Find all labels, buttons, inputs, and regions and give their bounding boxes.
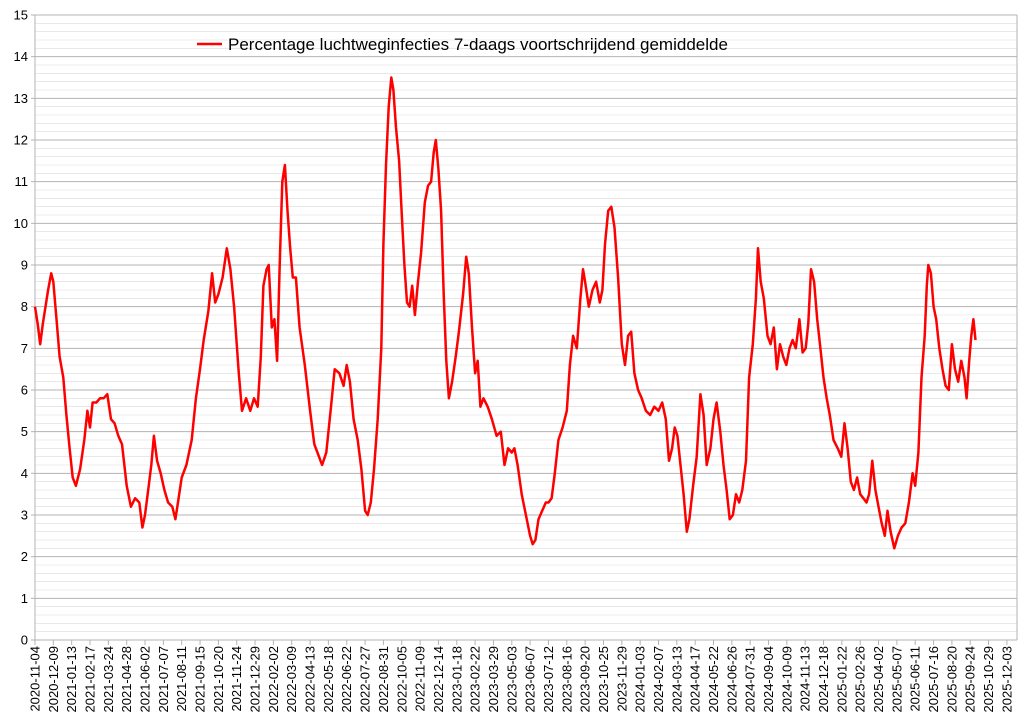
x-tick-label: 2025-07-16 — [926, 646, 941, 713]
x-tick-label: 2025-08-20 — [944, 646, 959, 713]
y-tick-label: 8 — [21, 299, 28, 314]
x-tick-label: 2024-01-03 — [633, 646, 648, 713]
y-tick-label: 15 — [14, 8, 28, 23]
minor-gridlines — [35, 23, 1017, 632]
x-tick-label: 2020-12-09 — [46, 646, 61, 713]
x-tick-label: 2024-12-18 — [816, 646, 831, 713]
x-tick-label: 2024-03-13 — [669, 646, 684, 713]
x-tick-label: 2024-07-31 — [743, 646, 758, 713]
x-tick-label: 2023-10-25 — [596, 646, 611, 713]
series-line — [33, 76, 977, 550]
y-tick-label: 13 — [14, 91, 28, 106]
x-tick-label: 2023-08-16 — [559, 646, 574, 713]
x-tick-label: 2022-06-22 — [339, 646, 354, 713]
x-tick-label: 2024-06-26 — [724, 646, 739, 713]
x-tick-label: 2024-10-09 — [779, 646, 794, 713]
x-tick-label: 2021-02-17 — [83, 646, 98, 713]
x-tick-label: 2023-11-29 — [614, 646, 629, 712]
x-tick-label: 2025-09-24 — [963, 646, 978, 713]
x-tick-label: 2023-03-29 — [486, 646, 501, 713]
x-tick-label: 2021-08-11 — [174, 646, 189, 712]
x-tick-label: 2024-05-22 — [706, 646, 721, 713]
x-tick-label: 2020-11-04 — [28, 646, 43, 712]
x-tick-label: 2022-10-05 — [394, 646, 409, 713]
x-tick-label: 2022-05-18 — [321, 646, 336, 713]
x-tick-label: 2022-02-02 — [266, 646, 281, 713]
x-tick-label: 2023-09-20 — [578, 646, 593, 713]
x-tick-label: 2021-07-07 — [156, 646, 171, 713]
y-tick-label: 2 — [21, 549, 28, 564]
x-tick-label: 2023-01-18 — [449, 646, 464, 713]
x-tick-label: 2025-02-26 — [853, 646, 868, 713]
y-tick-label: 6 — [21, 383, 28, 398]
x-tick-label: 2022-04-13 — [303, 646, 318, 713]
x-tick-label: 2025-06-11 — [908, 646, 923, 712]
x-tick-label: 2025-05-07 — [889, 646, 904, 713]
x-tick-label: 2024-04-17 — [688, 646, 703, 713]
y-tick-label: 14 — [14, 49, 28, 64]
x-tick-label: 2023-07-12 — [541, 646, 556, 713]
x-tick-label: 2021-09-15 — [193, 646, 208, 713]
x-tick-label: 2022-11-09 — [413, 646, 428, 712]
x-axis-tick-labels: 2020-11-04 2020-12-09 2021-01-13 2021-02-17… — [28, 646, 1015, 713]
y-tick-label: 12 — [14, 133, 28, 148]
x-tick-label: 2025-12-03 — [999, 646, 1014, 713]
x-tick-label: 2025-10-29 — [981, 646, 996, 713]
x-tick-label: 2022-08-31 — [376, 646, 391, 713]
y-tick-label: 0 — [21, 633, 28, 648]
x-tick-label: 2023-02-22 — [468, 646, 483, 713]
y-tick-label: 7 — [21, 341, 28, 356]
y-tick-label: 9 — [21, 258, 28, 273]
y-tick-label: 4 — [21, 466, 28, 481]
axes — [34, 15, 1018, 645]
x-tick-label: 2025-01-22 — [834, 646, 849, 713]
x-tick-label: 2021-12-29 — [248, 646, 263, 713]
x-tick-label: 2023-06-07 — [523, 646, 538, 713]
x-tick-label: 2024-09-04 — [761, 646, 776, 713]
x-tick-label: 2021-01-13 — [64, 646, 79, 713]
x-tick-label: 2022-07-27 — [358, 646, 373, 713]
x-tick-label: 2025-04-02 — [871, 646, 886, 713]
legend: Percentage luchtweginfecties 7-daags voo… — [197, 35, 728, 54]
x-tick-label: 2021-06-02 — [138, 646, 153, 713]
x-tick-label: 2021-03-24 — [101, 646, 116, 713]
x-tick-label: 2022-12-14 — [431, 646, 446, 713]
x-tick-label: 2024-02-07 — [651, 646, 666, 713]
x-tick-label: 2023-05-03 — [504, 646, 519, 713]
x-tick-label: 2021-04-28 — [119, 646, 134, 713]
y-tick-label: 10 — [14, 216, 28, 231]
x-tick-label: 2021-11-24 — [229, 646, 244, 712]
y-tick-label: 1 — [21, 591, 28, 606]
x-tick-label: 2021-10-20 — [211, 646, 226, 713]
y-tick-label: 3 — [21, 508, 28, 523]
x-tick-label: 2022-03-09 — [284, 646, 299, 713]
y-tick-label: 5 — [21, 424, 28, 439]
y-tick-label: 11 — [15, 174, 29, 189]
legend-label: Percentage luchtweginfecties 7-daags voo… — [228, 35, 728, 54]
x-tick-label: 2024-11-13 — [798, 646, 813, 712]
series-group — [33, 76, 977, 550]
